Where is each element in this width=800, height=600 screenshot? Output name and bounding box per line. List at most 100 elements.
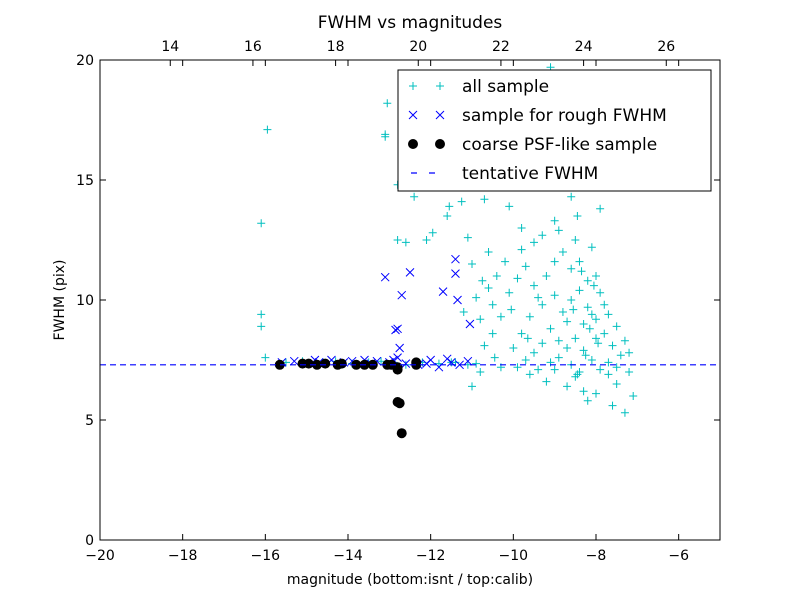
point-all-sample [492,272,501,280]
y-tick-label: 15 [76,173,94,189]
point-all-sample [401,238,410,247]
point-all-sample [573,370,582,379]
point-all-sample [612,380,621,388]
point-all-sample [575,286,584,295]
point-all-sample [377,357,386,366]
point-all-sample [589,281,598,290]
point-all-sample [517,329,526,338]
point-all-sample [459,308,468,316]
point-rough-fwhm-sample [465,319,475,329]
data-marks [257,63,638,439]
point-all-sample [620,336,629,345]
point-rough-fwhm-sample [463,356,473,366]
point-all-sample [571,236,580,244]
point-all-sample [517,245,526,254]
point-all-sample [484,248,493,256]
top-x-tick-label: 18 [327,39,345,55]
point-all-sample [612,363,621,372]
point-all-sample [476,315,485,324]
point-all-sample [625,368,634,376]
point-all-sample [525,370,534,379]
y-axis-title: FWHM (pix) [52,260,68,341]
point-rough-fwhm-sample [451,254,460,264]
point-all-sample [600,300,609,309]
x-tick-label: −8 [586,548,607,564]
x-tick-label: −10 [499,548,529,564]
x-axis-title: magnitude (bottom:isnt / top:calib) [287,572,533,588]
point-all-sample [509,344,518,352]
legend-label: coarse PSF-like sample [462,135,657,155]
point-all-sample [542,272,551,280]
point-all-sample [525,312,534,321]
point-all-sample [583,276,592,285]
top-x-tick-label: 26 [657,39,675,55]
point-all-sample [468,260,476,268]
point-rough-fwhm-sample [393,353,402,362]
point-all-sample [457,197,466,206]
point-all-sample [608,401,617,410]
point-psf-like-sample [320,358,331,369]
x-tick-label: −16 [251,548,281,564]
point-all-sample [596,204,605,213]
point-all-sample [521,262,530,271]
point-all-sample [567,264,576,273]
point-rough-fwhm-sample [455,360,464,370]
point-all-sample [596,365,605,374]
point-all-sample [616,351,625,360]
point-all-sample [521,356,530,364]
point-all-sample [257,219,266,228]
point-psf-like-sample [394,398,405,409]
point-rough-fwhm-sample [395,343,405,353]
legend-entry-psf-like: coarse PSF-like sample [408,135,657,155]
point-all-sample [558,308,567,316]
point-rough-fwhm-sample [393,324,402,334]
point-all-sample [604,310,613,319]
point-all-sample [505,288,514,297]
point-rough-fwhm-sample [405,268,415,277]
point-all-sample [478,276,487,285]
point-all-sample [573,212,582,220]
point-all-sample [592,315,600,324]
plot-area: −20 −18 −16 −14 −12 −10 −8 −6 14 16 18 20 22 24 26 0 5 10… [76,39,721,564]
point-all-sample [534,365,543,374]
y-tick-label: 10 [76,293,94,309]
point-all-sample [488,300,497,309]
point-all-sample [484,284,493,292]
point-rough-fwhm-sample [289,356,299,366]
x-tick-label: −12 [416,548,446,564]
legend-swatch [436,82,444,90]
x-tick-label: −18 [168,548,198,564]
y-tick-label: 20 [76,53,94,69]
point-all-sample [534,293,543,302]
x-tick-label: −14 [333,548,363,564]
point-all-sample [569,305,578,314]
point-all-sample [434,359,443,368]
legend-swatch [409,82,417,90]
point-all-sample [581,351,590,360]
point-all-sample [443,212,452,220]
y-tick-label: 0 [85,533,94,549]
point-rough-fwhm-sample [453,295,462,305]
point-all-sample [480,195,489,204]
point-rough-fwhm-sample [438,287,448,296]
point-all-sample [468,382,476,391]
axis-ticks: −20 −18 −16 −14 −12 −10 −8 −6 14 16 18 20 22 24 26 0 5 10… [76,39,720,564]
point-all-sample [490,353,499,362]
point-all-sample [263,125,272,134]
point-all-sample [261,353,270,362]
point-all-sample [517,224,526,232]
chart-title: FWHM vs magnitudes [318,13,503,33]
legend-swatch [408,139,418,149]
legend: all sample sample for rough FWHM coarse PS… [397,69,712,192]
point-rough-fwhm-sample [401,359,411,368]
point-all-sample [600,329,609,338]
point-all-sample [472,359,481,368]
legend-label: sample for rough FWHM [462,106,667,126]
legend-swatch [435,110,445,120]
legend-swatch [408,110,418,120]
point-all-sample [587,356,596,364]
point-all-sample [625,348,634,357]
point-all-sample [612,322,621,331]
point-all-sample [530,348,538,357]
legend-label: tentative FWHM [462,164,598,184]
